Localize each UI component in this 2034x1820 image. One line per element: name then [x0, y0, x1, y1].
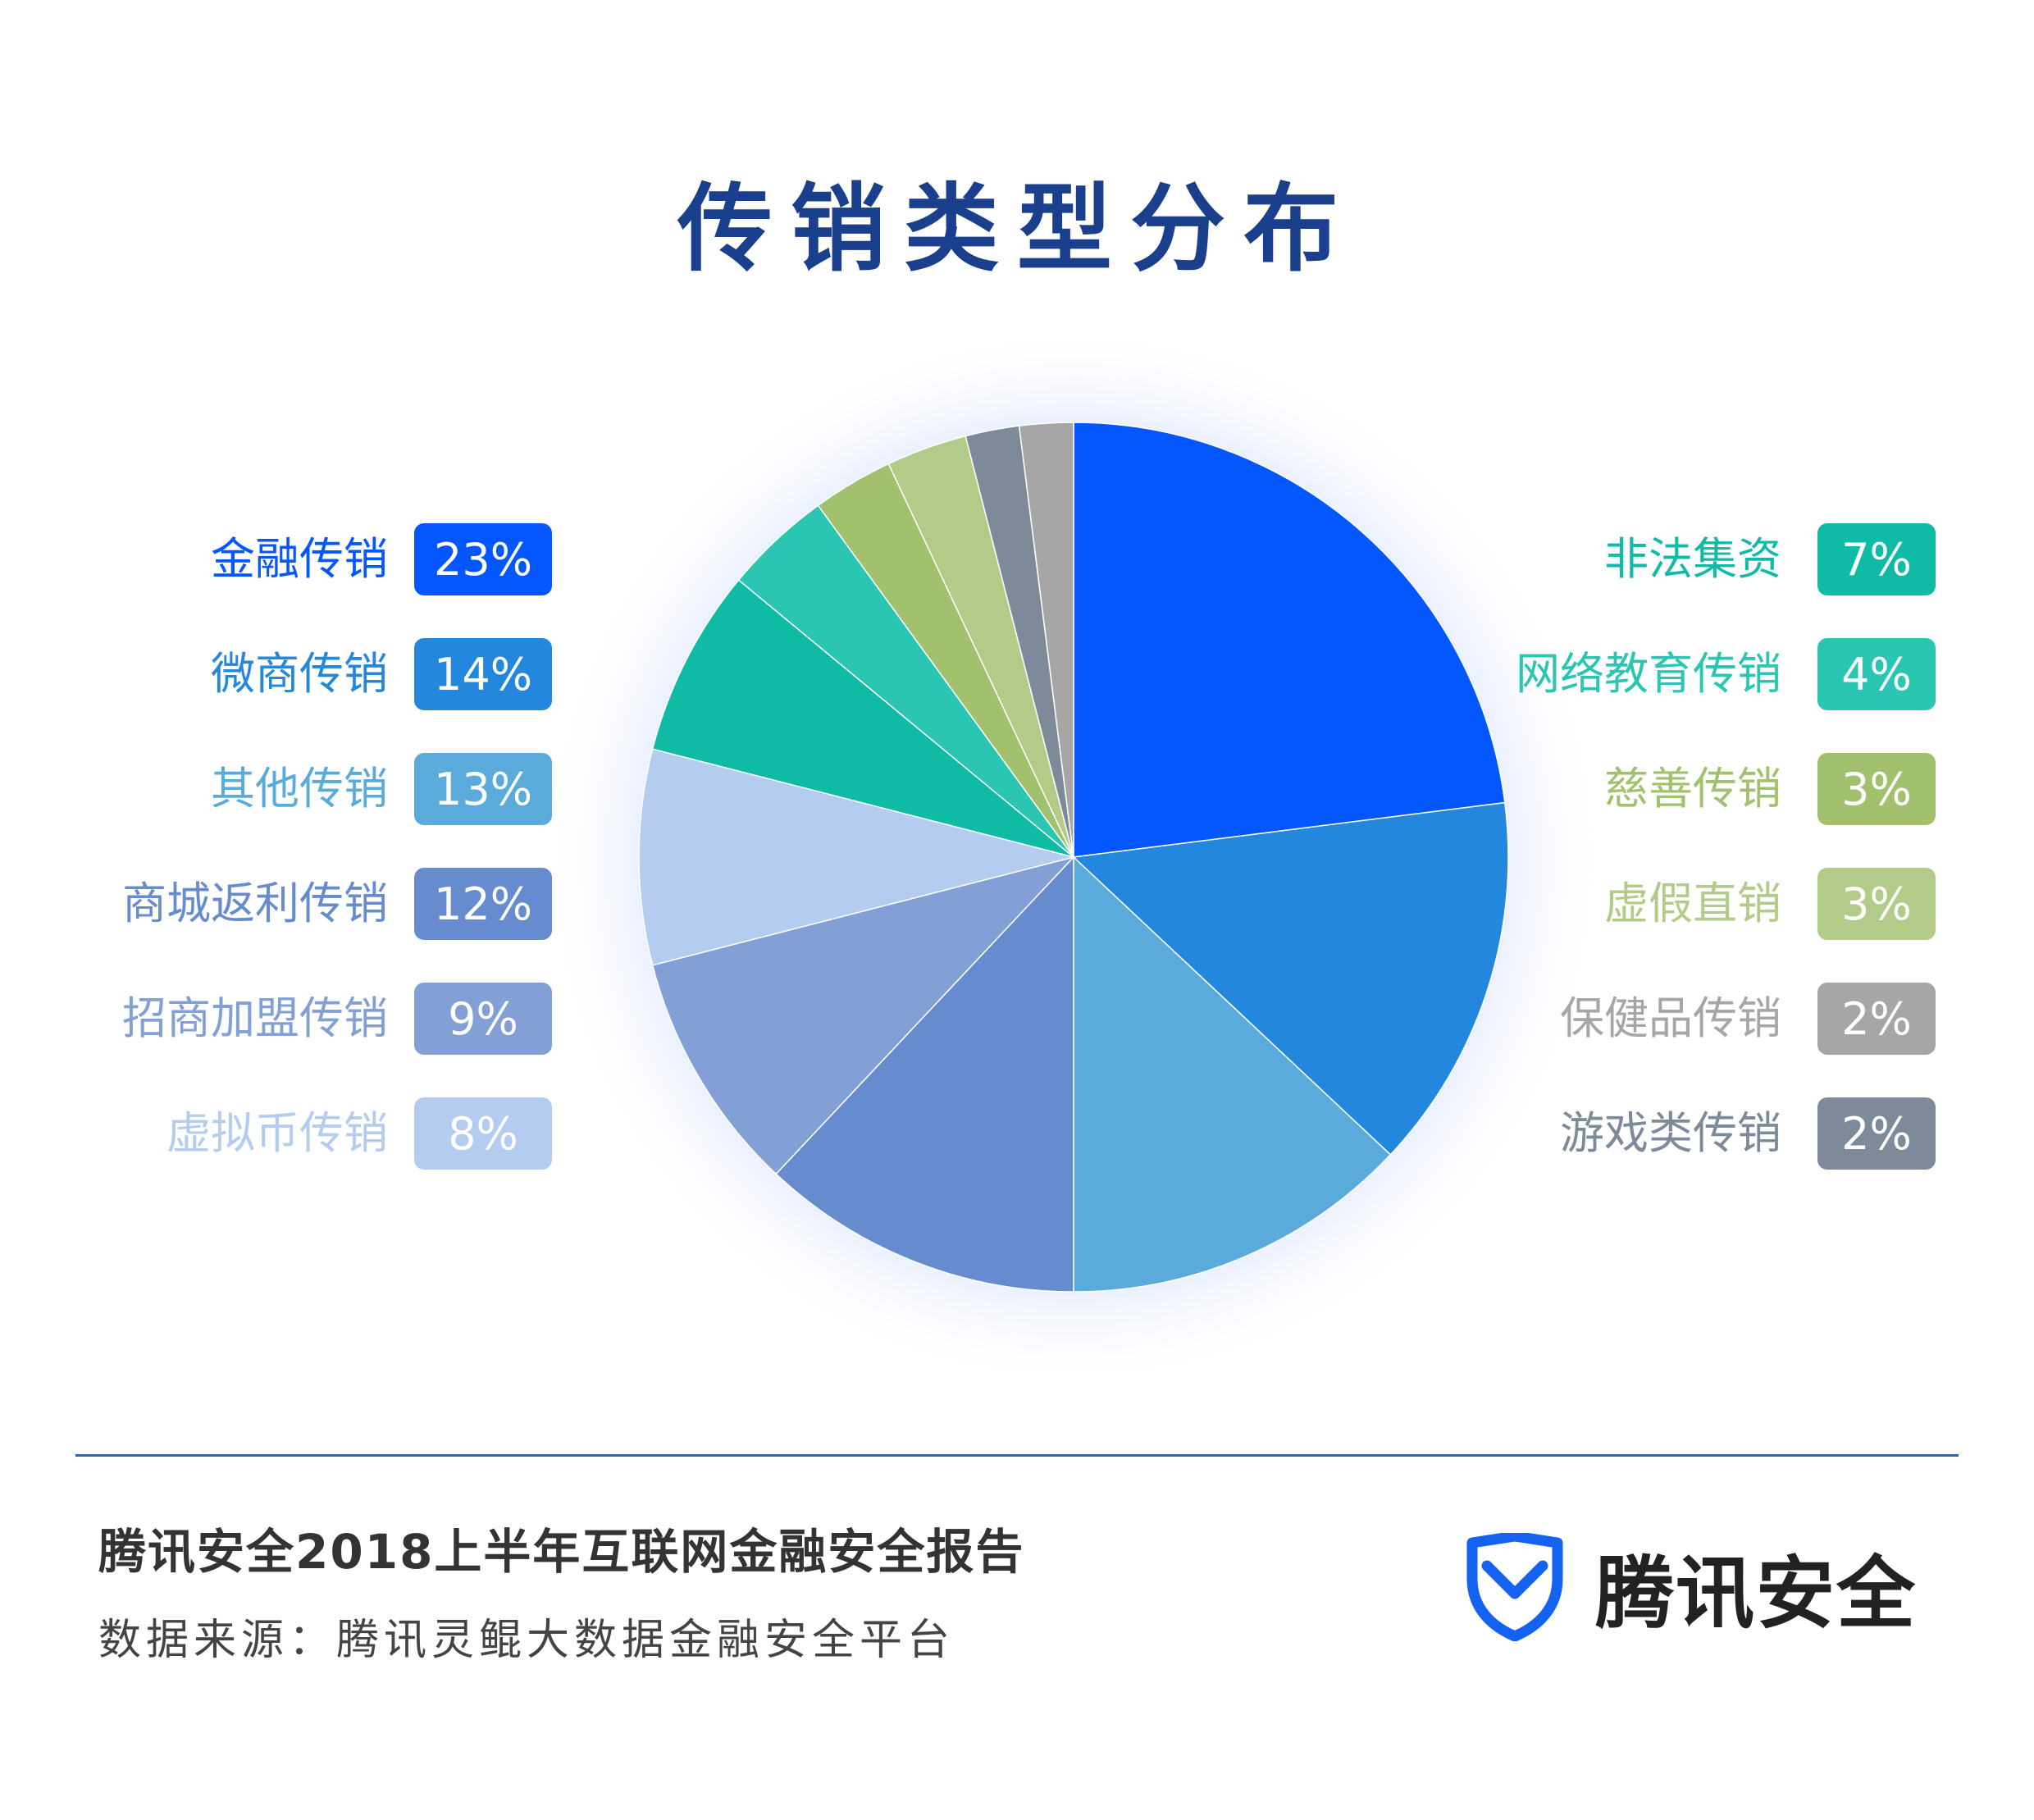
legend-percent-badge: 14%	[414, 638, 552, 710]
legend-item: 网络教育传销 4%	[1066, 638, 1936, 710]
legend-item: 微商传销 14%	[211, 638, 552, 710]
footer-divider	[75, 1454, 1959, 1457]
legend-percent-badge: 3%	[1817, 868, 1936, 940]
legend-label: 慈善传销	[1604, 763, 1781, 814]
legend-percent-badge: 2%	[1817, 1097, 1936, 1170]
legend-label: 保健品传销	[1560, 992, 1781, 1044]
legend-item: 其他传销 13%	[211, 753, 552, 825]
legend-label: 招商加盟传销	[122, 992, 388, 1044]
legend-item: 招商加盟传销 9%	[122, 983, 552, 1055]
legend-percent-badge: 3%	[1817, 753, 1936, 825]
pie-slice-12	[1018, 422, 1074, 858]
legend-item: 非法集资 7%	[1066, 523, 1936, 595]
legend-percent-badge: 2%	[1817, 983, 1936, 1055]
shield-icon	[1466, 1532, 1563, 1641]
legend-label: 虚假直销	[1604, 878, 1781, 929]
legend-label: 非法集资	[1604, 533, 1781, 585]
legend-label: 商城返利传销	[122, 878, 388, 929]
brand-logo: 腾讯安全	[1464, 1530, 1917, 1644]
legend-item: 商城返利传销 12%	[122, 868, 552, 940]
legend-percent-badge: 4%	[1817, 638, 1936, 710]
pie-slice-1	[1073, 422, 1506, 858]
pie-slice-4	[775, 855, 1074, 1293]
legend-percent-badge: 23%	[414, 523, 552, 595]
legend-label: 虚拟币传销	[166, 1107, 388, 1159]
legend-item: 金融传销 23%	[211, 523, 552, 595]
legend-percent-badge: 8%	[414, 1097, 552, 1170]
pie-slice-2	[1072, 801, 1509, 1156]
legend-item: 游戏类传销 2%	[1066, 1097, 1936, 1170]
legend-percent-badge: 7%	[1817, 523, 1936, 595]
report-title: 腾讯安全2018上半年互联网金融安全报告	[98, 1524, 1025, 1580]
pie-slice-6	[638, 748, 1074, 966]
page-title: 传销类型分布	[677, 174, 1357, 285]
legend-percent-badge: 13%	[414, 753, 552, 825]
legend-item: 保健品传销 2%	[1066, 983, 1936, 1055]
data-source: 数据来源：腾讯灵鲲大数据金融安全平台	[98, 1616, 955, 1665]
legend-label: 游戏类传销	[1560, 1107, 1781, 1159]
legend-percent-badge: 12%	[414, 868, 552, 940]
pie-slice-3	[1073, 855, 1392, 1293]
legend-label: 微商传销	[211, 648, 388, 700]
legend-item: 虚拟币传销 8%	[166, 1097, 552, 1170]
pie-slice-7	[651, 579, 1074, 858]
brand-name: 腾讯安全	[1595, 1548, 1917, 1640]
legend-label: 网络教育传销	[1516, 648, 1781, 700]
legend-percent-badge: 9%	[414, 983, 552, 1055]
legend-label: 金融传销	[211, 533, 388, 585]
legend-label: 其他传销	[211, 763, 388, 814]
legend-item: 虚假直销 3%	[1066, 868, 1936, 940]
legend-item: 慈善传销 3%	[1066, 753, 1936, 825]
pie-slice-5	[651, 855, 1076, 1175]
